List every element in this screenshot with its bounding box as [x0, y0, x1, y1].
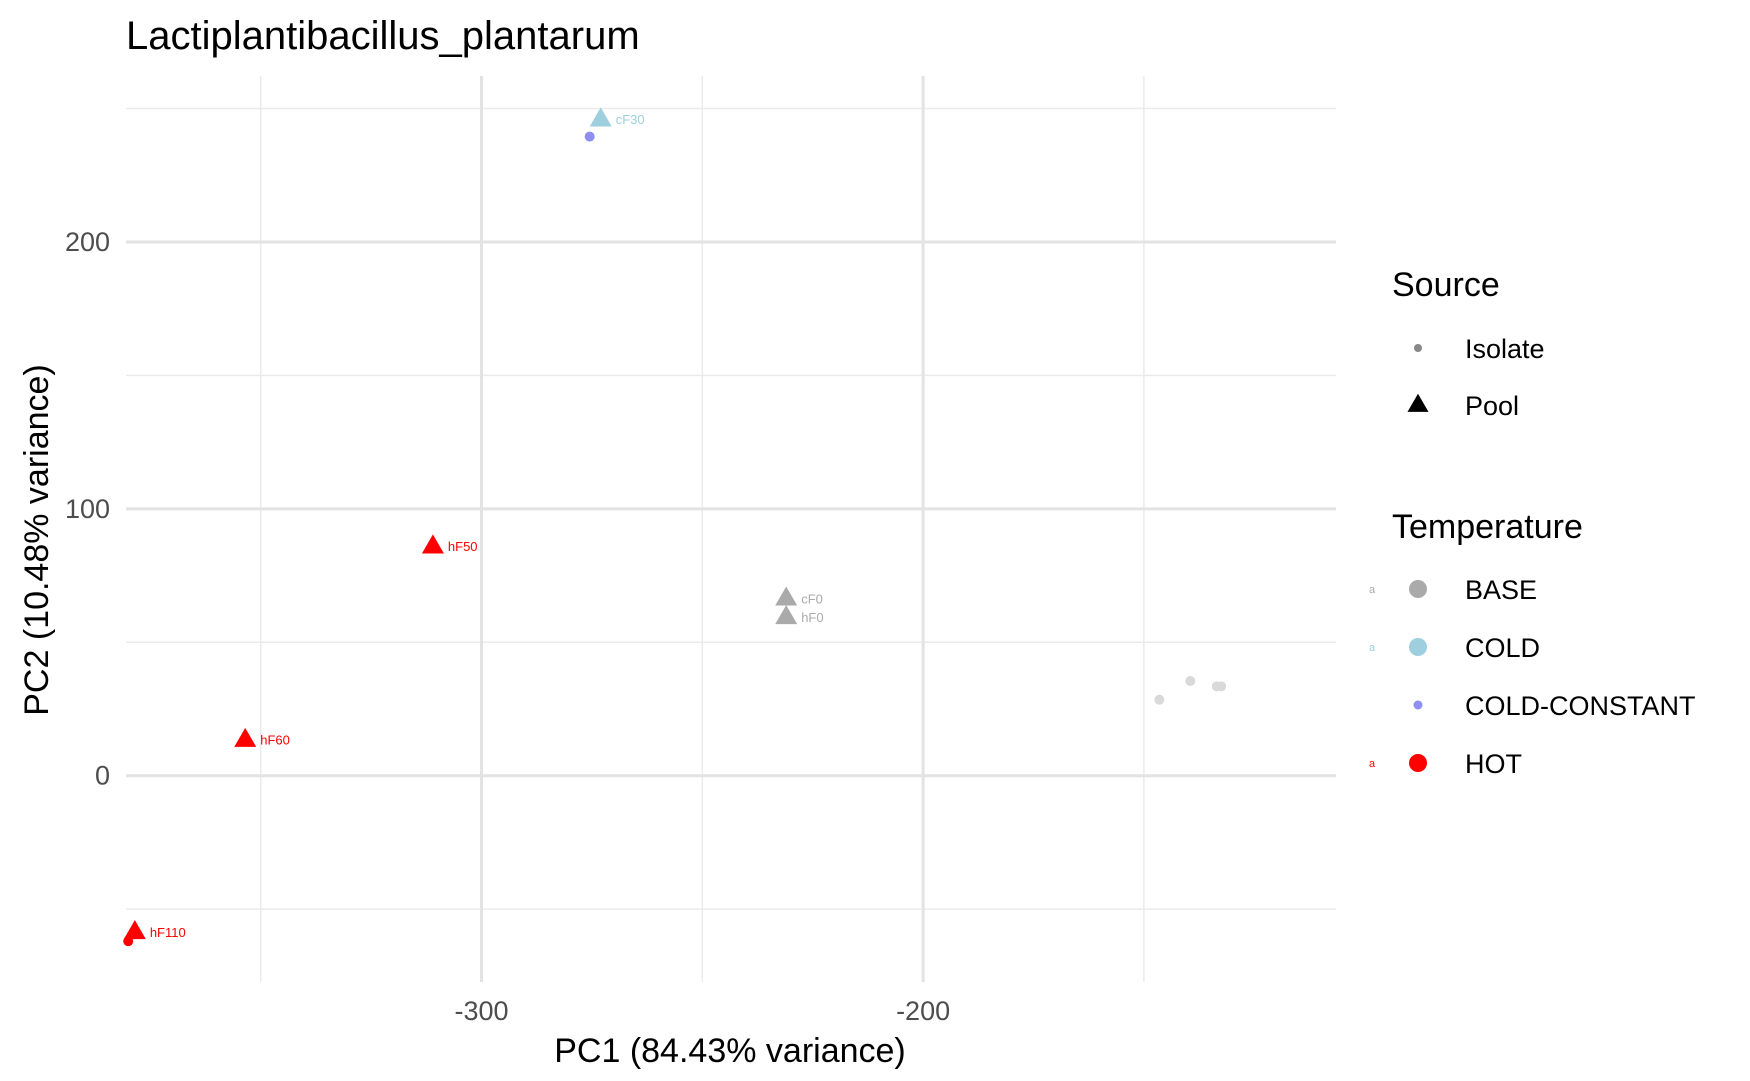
data-point-pool	[123, 920, 146, 940]
data-point-pool	[775, 605, 798, 625]
data-point-pool	[421, 534, 444, 554]
legend-label: HOT	[1465, 749, 1522, 779]
legend-key-dot	[1409, 638, 1427, 656]
y-tick-label: 100	[65, 494, 110, 524]
data-point-pool	[775, 586, 798, 606]
point-label: hF0	[801, 610, 823, 625]
point-labels: cF30 hF50 hF60 hF110 cF0 hF0	[150, 112, 824, 940]
y-tick-label: 200	[65, 227, 110, 257]
legend-key-letter: a	[1369, 758, 1376, 770]
x-tick-label: -300	[454, 996, 508, 1026]
point-label: hF50	[448, 539, 478, 554]
point-label: cF30	[616, 112, 645, 127]
data-point-pool	[589, 107, 612, 127]
legend-source-title: Source	[1392, 266, 1500, 304]
legend-label: COLD-CONSTANT	[1465, 691, 1696, 721]
axis-tick-labels: -300 -200 0 100 200	[65, 227, 950, 1026]
legend-key-letter: a	[1369, 642, 1376, 654]
x-axis-title: PC1 (84.43% variance)	[554, 1032, 906, 1070]
legend-label: Isolate	[1465, 334, 1545, 364]
data-point-isolate	[123, 936, 134, 947]
y-axis-title: PC2 (10.48% variance)	[18, 364, 56, 716]
data-point-isolate	[1216, 681, 1227, 692]
data-point-pool	[234, 727, 257, 747]
point-label: hF60	[260, 733, 290, 748]
legend-label: Pool	[1465, 391, 1519, 421]
legend-key-dot	[1409, 754, 1427, 772]
y-tick-label: 0	[95, 761, 110, 791]
data-point-isolate	[584, 131, 595, 142]
chart-title: Lactiplantibacillus_plantarum	[126, 14, 640, 58]
data-point-isolate	[1154, 694, 1165, 705]
legend: Source Isolate Pool Temperature a BASE a COL…	[1369, 266, 1696, 779]
legend-key-dot	[1409, 580, 1427, 598]
data-point-isolate	[1185, 675, 1196, 686]
legend-source-items: Isolate Pool	[1407, 334, 1545, 421]
data-points	[123, 107, 1227, 947]
legend-label: COLD	[1465, 633, 1540, 663]
legend-label: BASE	[1465, 575, 1537, 605]
legend-temperature-items: a BASE a COLD COLD-CONSTANT a HOT	[1369, 575, 1696, 779]
point-label: hF110	[150, 925, 186, 940]
grid	[126, 76, 1336, 982]
legend-key-isolate	[1414, 344, 1422, 352]
legend-key-letter: a	[1369, 584, 1376, 596]
x-tick-label: -200	[896, 996, 950, 1026]
legend-temperature-title: Temperature	[1392, 508, 1583, 546]
point-label: cF0	[801, 591, 823, 606]
legend-key-pool	[1407, 393, 1429, 412]
legend-key-dot	[1413, 700, 1423, 710]
